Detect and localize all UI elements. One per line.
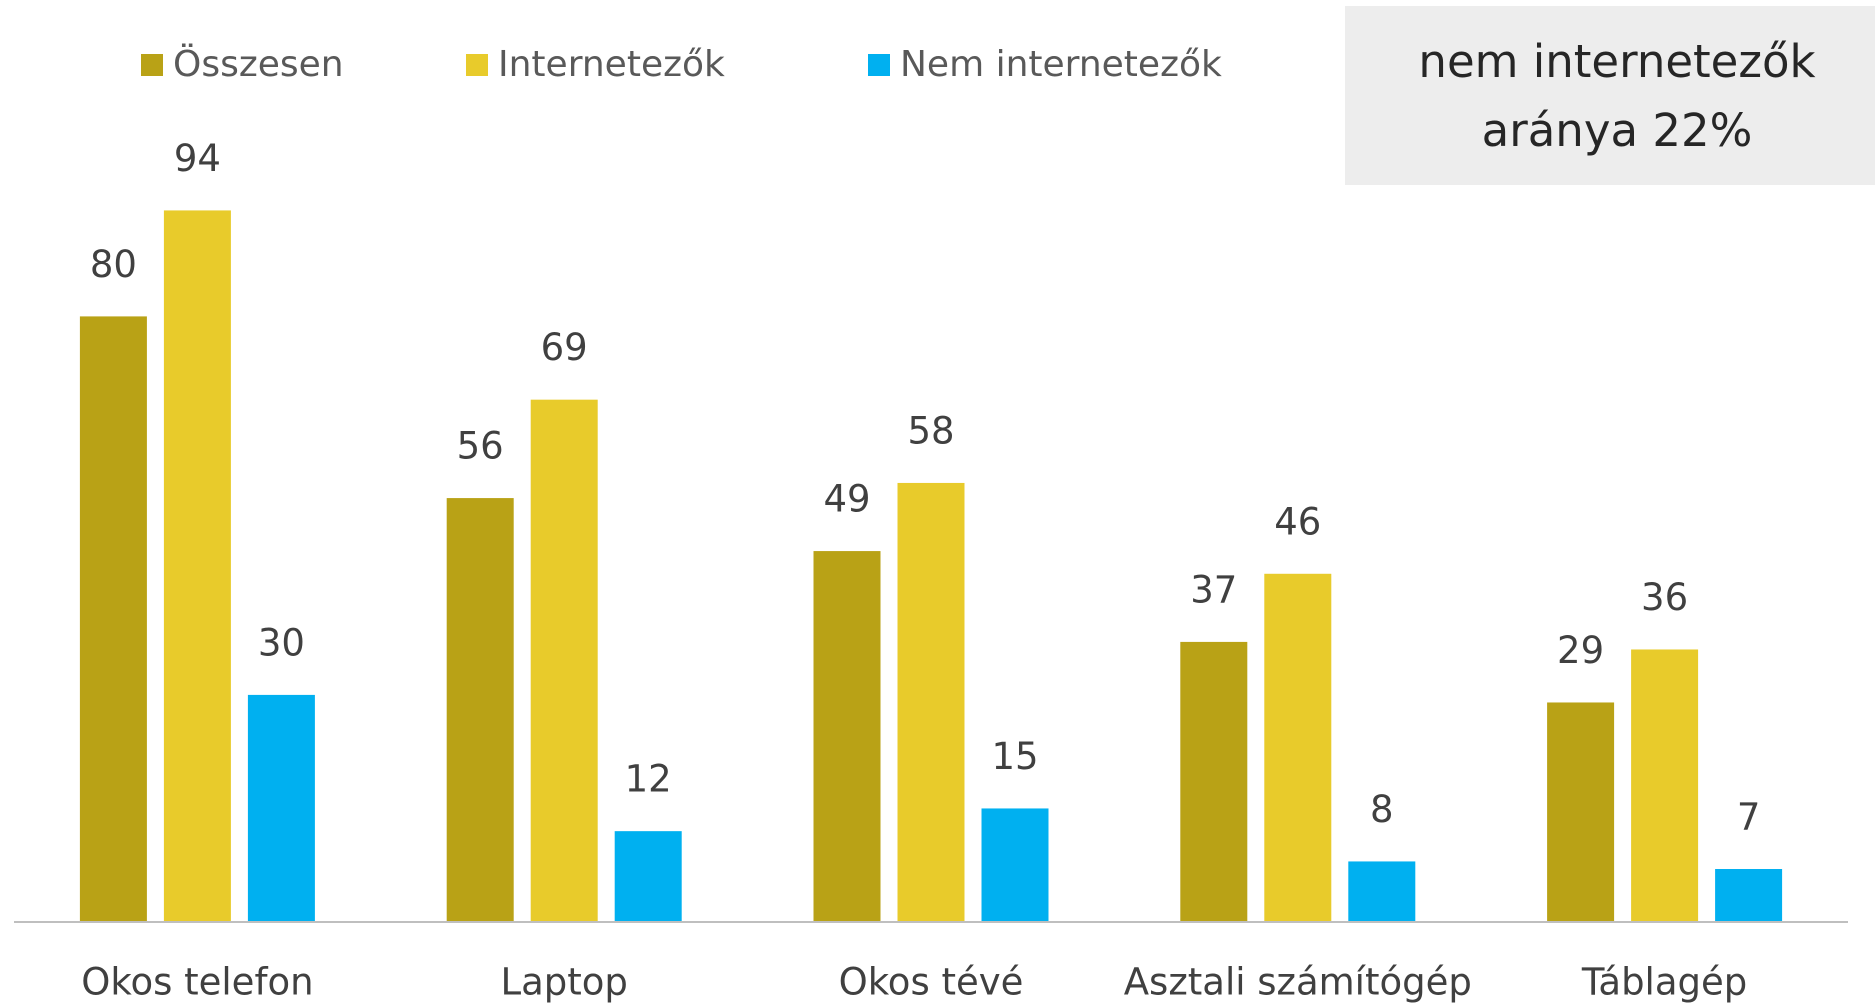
legend-label: Nem internetezők — [900, 44, 1222, 85]
data-label: 15 — [991, 735, 1038, 778]
data-label: 69 — [541, 326, 588, 369]
bar — [530, 399, 598, 922]
bar — [1547, 702, 1615, 922]
x-tick-label: Táblagép — [1581, 961, 1747, 1004]
data-label: 7 — [1737, 796, 1761, 839]
bar — [1631, 649, 1699, 922]
x-tick-label: Asztali számítógép — [1124, 961, 1472, 1004]
bar — [897, 482, 965, 922]
x-tick-label: Laptop — [500, 961, 627, 1004]
bar — [79, 316, 147, 922]
data-label: 46 — [1274, 500, 1321, 543]
data-label: 8 — [1370, 788, 1394, 831]
bar — [813, 551, 881, 922]
data-label: 12 — [625, 758, 672, 801]
bar — [163, 210, 231, 923]
legend-label: Internetezők — [498, 44, 725, 85]
annotation: nem internetezők — [1418, 35, 1815, 88]
data-label: 36 — [1641, 576, 1688, 619]
bar — [1264, 573, 1332, 922]
legend-label: Összesen — [173, 43, 344, 85]
bar — [1715, 869, 1783, 922]
data-label: 29 — [1557, 629, 1604, 672]
data-label: 49 — [823, 478, 870, 521]
x-tick-label: Okos telefon — [81, 961, 313, 1004]
bar — [446, 498, 514, 922]
legend-swatch — [868, 54, 890, 76]
bar — [614, 831, 682, 922]
bar — [1180, 641, 1248, 922]
bar — [1348, 861, 1416, 922]
legend-swatch — [466, 54, 488, 76]
data-label: 56 — [457, 425, 504, 468]
annotation-box — [1345, 6, 1875, 185]
data-label: 80 — [90, 243, 137, 286]
legend-swatch — [141, 54, 163, 76]
data-label: 37 — [1190, 568, 1237, 611]
data-label: 58 — [907, 409, 954, 452]
bar — [981, 808, 1049, 922]
data-label: 94 — [174, 137, 221, 180]
x-tick-label: Okos tévé — [839, 961, 1024, 1004]
annotation: aránya 22% — [1482, 104, 1753, 157]
data-label: 30 — [258, 621, 305, 664]
bar — [247, 694, 315, 922]
